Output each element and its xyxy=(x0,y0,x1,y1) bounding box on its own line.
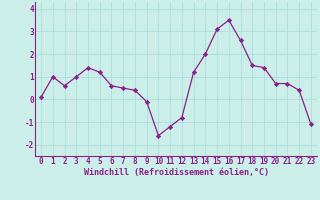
X-axis label: Windchill (Refroidissement éolien,°C): Windchill (Refroidissement éolien,°C) xyxy=(84,168,268,177)
